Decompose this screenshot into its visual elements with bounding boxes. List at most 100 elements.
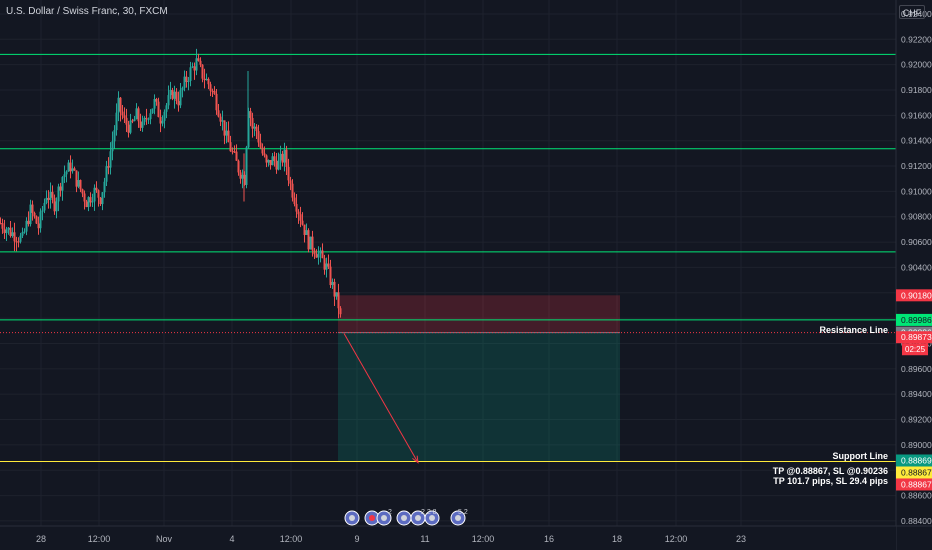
candle [169, 89, 172, 96]
candle [323, 258, 326, 270]
event-flag-dot [455, 515, 461, 521]
candle [111, 141, 114, 152]
candle [277, 160, 280, 170]
y-tick-label: 0.92200 [901, 34, 932, 44]
candle [107, 166, 110, 168]
candle [167, 95, 170, 106]
candle [263, 153, 266, 156]
candle [235, 151, 238, 161]
y-tick-label: 0.90400 [901, 262, 932, 272]
y-tick-label: 0.89000 [901, 440, 932, 450]
candle [45, 197, 48, 203]
candle [99, 197, 102, 205]
y-tick-label: 0.92000 [901, 60, 932, 70]
candle [319, 250, 322, 254]
candle [201, 64, 204, 79]
price-tag-bg [896, 331, 932, 344]
candle [209, 84, 212, 91]
candles [0, 48, 342, 319]
candle [281, 153, 284, 163]
y-tick-label: 0.91800 [901, 85, 932, 95]
y-tick-label: 0.91000 [901, 186, 932, 196]
candle [25, 220, 28, 232]
candle [131, 120, 134, 122]
y-tick-label: 0.88400 [901, 516, 932, 526]
symbol-title[interactable]: U.S. Dollar / Swiss Franc, 30, FXCM [6, 6, 168, 17]
y-tick-label: 0.90800 [901, 212, 932, 222]
candle [157, 101, 160, 118]
candle [205, 78, 208, 81]
candle [231, 151, 234, 153]
event-flag-dot [415, 515, 421, 521]
x-tick-label: 12:00 [280, 534, 303, 544]
candle [73, 168, 76, 171]
candle [129, 120, 132, 133]
candle [61, 177, 64, 191]
candle [103, 181, 106, 193]
candle [95, 187, 98, 191]
candle [175, 91, 178, 102]
price-tag: 0.90180 [901, 290, 932, 300]
candle [251, 117, 254, 129]
candle [335, 292, 338, 297]
candle [193, 66, 196, 71]
candle [139, 121, 142, 128]
candle [215, 93, 218, 111]
candle [275, 161, 278, 170]
candle [163, 111, 166, 121]
resistance-line-label: Resistance Line [819, 325, 888, 335]
candle [115, 112, 118, 131]
candle [255, 126, 258, 132]
candle [287, 166, 290, 181]
candle [321, 250, 324, 259]
candle [47, 197, 50, 200]
candle [183, 76, 186, 88]
candle [71, 168, 74, 172]
candle [65, 171, 68, 175]
candle [257, 131, 260, 143]
candle [79, 180, 82, 190]
event-badges: 2 2 2 8 5 2 [344, 509, 468, 526]
currency-badge[interactable]: CHF [899, 5, 925, 19]
candle [325, 263, 328, 270]
candle [67, 162, 70, 172]
candle [161, 120, 164, 124]
candle [23, 231, 26, 233]
candle [225, 130, 228, 136]
candle [265, 155, 268, 163]
candle [197, 58, 200, 61]
candle [189, 67, 192, 81]
event-flag-dot [429, 515, 435, 521]
x-tick-label: 16 [544, 534, 554, 544]
candle [279, 153, 282, 161]
candle [83, 193, 86, 202]
y-tick-label: 0.91400 [901, 136, 932, 146]
candle [133, 119, 136, 122]
price-tag-bg [896, 478, 932, 491]
price-tag: 0.89986 [901, 315, 932, 325]
candle [269, 160, 272, 166]
candle [249, 111, 252, 118]
candle [329, 266, 332, 286]
price-tag: 0.88867 [901, 467, 932, 477]
candle [155, 98, 158, 102]
event-flag-dot [401, 515, 407, 521]
tp-sl-label: TP @0.88867, SL @0.90236 [772, 466, 888, 476]
candle [51, 191, 54, 198]
candle [191, 66, 194, 68]
candle [123, 115, 126, 118]
candle [301, 220, 304, 225]
candle [213, 91, 216, 94]
candle [41, 210, 44, 212]
candle [93, 187, 96, 202]
candle [121, 111, 124, 116]
candle [135, 108, 138, 120]
price-tag-bg [896, 466, 932, 479]
price-tag: 0.89873 [901, 332, 932, 342]
candle [241, 174, 244, 179]
candle [33, 212, 36, 217]
candle [295, 203, 298, 212]
candle [153, 98, 156, 109]
candle [39, 211, 42, 229]
